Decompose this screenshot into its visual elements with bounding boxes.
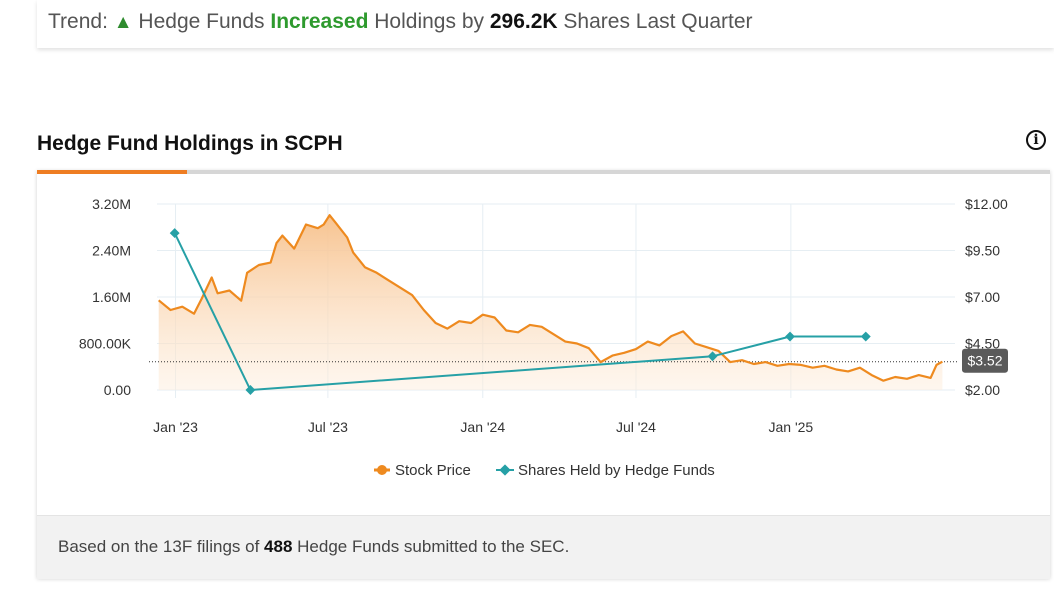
info-icon[interactable]: i — [1026, 130, 1046, 150]
x-axis-tick-label: Jan '25 — [768, 419, 813, 435]
shares-held-point[interactable] — [785, 331, 795, 342]
left-axis-tick-label: 800.00K — [79, 336, 132, 352]
section-title: Hedge Fund Holdings in SCPH — [37, 132, 343, 155]
right-axis-tick-label: $12.00 — [965, 196, 1008, 212]
left-axis-tick-label: 2.40M — [92, 243, 131, 259]
shares-held-point[interactable] — [860, 331, 871, 342]
x-axis-tick-label: Jan '23 — [153, 419, 198, 435]
x-axis-ticks: Jan '23 Jul '23 Jan '24 Jul '24 Jan '25 — [153, 419, 813, 435]
left-axis-tick-label: 0.00 — [104, 382, 131, 398]
holdings-chart: 0.00 800.00K 1.60M 2.40M 3.20M $2.00 $4.50 $7.… — [79, 196, 1008, 479]
left-axis-ticks: 0.00 800.00K 1.60M 2.40M 3.20M — [79, 196, 132, 398]
chart-legend: Stock Price Shares Held by Hedge Funds — [374, 462, 715, 479]
legend-stock-price-label: Stock Price — [395, 462, 471, 479]
right-axis-ticks: $2.00 $4.50 $7.00 $9.50 $12.00 — [965, 196, 1008, 398]
trend-text-2: Holdings by — [374, 10, 484, 33]
footer-prefix: Based on the 13F filings of — [58, 537, 260, 556]
right-axis-tick-label: $7.00 — [965, 289, 1000, 305]
footer-fund-count: 488 — [264, 537, 293, 556]
legend-shares-held-marker — [499, 464, 511, 476]
trend-highlight: Increased — [270, 10, 369, 33]
x-axis-tick-label: Jan '24 — [460, 419, 505, 435]
right-axis-tick-label: $2.00 — [965, 382, 1000, 398]
left-axis-tick-label: 3.20M — [92, 196, 131, 212]
current-price-label: $3.52 — [967, 353, 1002, 369]
trend-card: Trend: ▲ Hedge Funds Increased Holdings … — [37, 0, 1054, 48]
shares-held-point[interactable] — [245, 385, 256, 395]
trend-text-1: Hedge Funds — [138, 10, 265, 33]
x-axis-tick-label: Jul '24 — [616, 419, 656, 435]
right-axis-tick-label: $9.50 — [965, 243, 1000, 259]
footer-suffix: Hedge Funds submitted to the SEC. — [297, 537, 570, 556]
shares-held-markers — [169, 228, 871, 395]
trend-prefix: Trend: — [48, 10, 108, 33]
shares-held-point[interactable] — [169, 228, 180, 239]
shares-held-point[interactable] — [707, 351, 718, 362]
trend-summary: Trend: ▲ Hedge Funds Increased Holdings … — [48, 10, 753, 34]
chart-card: 0.00 800.00K 1.60M 2.40M 3.20M $2.00 $4.50 $7.… — [37, 170, 1050, 579]
stock-price-area — [158, 215, 943, 390]
x-axis-tick-label: Jul '23 — [308, 419, 348, 435]
legend-shares-held-label: Shares Held by Hedge Funds — [518, 462, 715, 479]
chart-tab-active-indicator[interactable] — [37, 170, 187, 174]
left-axis-tick-label: 1.60M — [92, 289, 131, 305]
trend-amount: 296.2K — [489, 10, 558, 33]
legend-stock-price-marker — [377, 465, 387, 475]
legend-item-shares-held[interactable]: Shares Held by Hedge Funds — [496, 462, 715, 479]
right-axis-tick-label: $4.50 — [965, 336, 1000, 352]
chart-footer: Based on the 13F filings of 488 Hedge Fu… — [37, 515, 1050, 579]
trend-up-arrow-icon: ▲ — [113, 12, 133, 33]
legend-item-stock-price[interactable]: Stock Price — [374, 462, 471, 479]
chart-tab-bar — [37, 170, 1050, 174]
current-price-badge: $3.52 — [962, 348, 1008, 373]
trend-text-3: Shares Last Quarter — [563, 10, 753, 33]
series-stock-price-line[interactable] — [158, 214, 943, 382]
footer-text: Based on the 13F filings of 488 Hedge Fu… — [58, 537, 569, 557]
